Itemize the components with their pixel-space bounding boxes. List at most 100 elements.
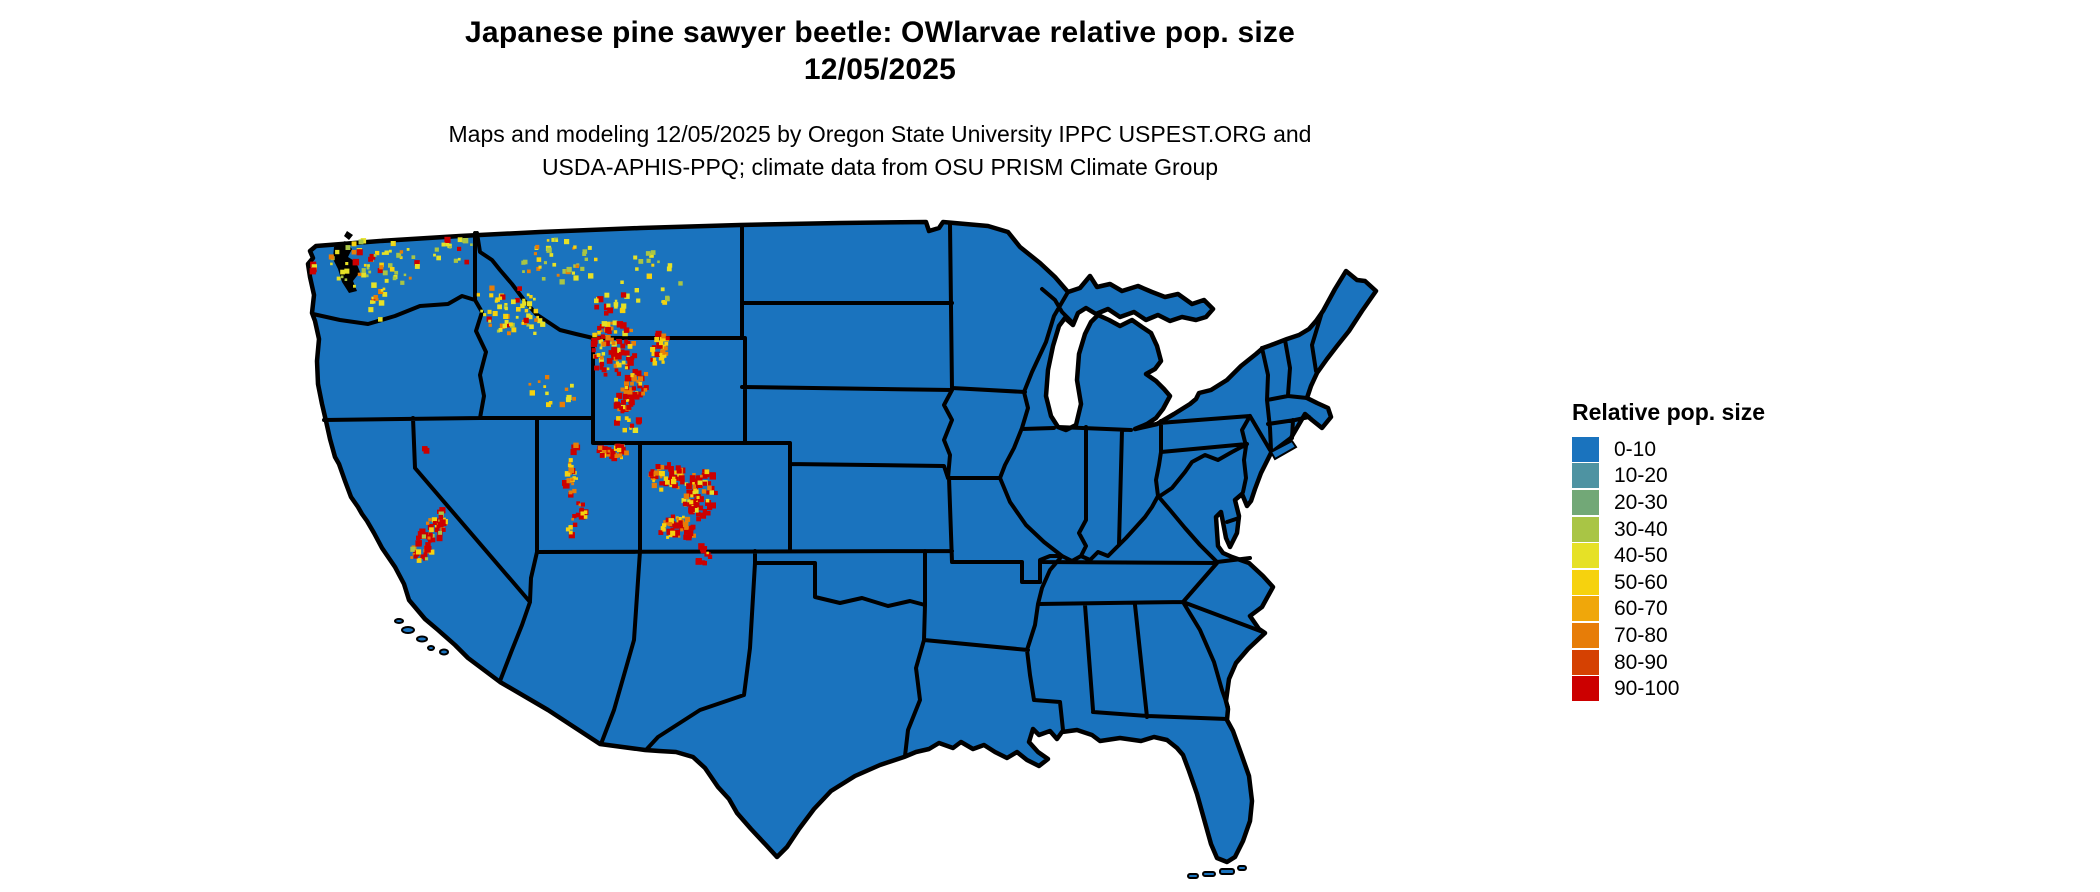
hotspot-dot [529, 390, 535, 396]
hotspot-dot [568, 458, 573, 463]
hotspot-dot [470, 243, 473, 246]
hotspot-dot [646, 258, 651, 263]
hotspot-dot [623, 393, 630, 400]
hotspot-dot [674, 529, 680, 536]
hotspot-dot [616, 362, 622, 368]
hotspot-dot [616, 338, 622, 345]
hotspot-dot [495, 297, 500, 302]
hotspot-dot [615, 352, 622, 360]
map-title-date: 12/05/2025 [803, 53, 957, 86]
hotspot-dot [528, 306, 532, 310]
hotspot-dot [379, 262, 384, 268]
hotspot-dot [656, 342, 663, 349]
hotspot-dot [619, 446, 626, 454]
hotspot-dot [636, 379, 640, 384]
hotspot-dot [682, 515, 685, 519]
hotspot-dot [600, 329, 603, 333]
legend-item: 90-100 [1572, 675, 1872, 702]
hotspot-dot [659, 487, 664, 492]
hotspot-dot [457, 257, 461, 261]
hotspot-dot [421, 534, 426, 539]
hotspot-dot [426, 521, 430, 525]
hotspot-dot [413, 554, 418, 559]
hotspot-dot [684, 525, 689, 530]
hotspot-dot [620, 456, 623, 460]
hotspot-dot [629, 387, 634, 392]
hotspot-dot [399, 250, 404, 254]
hotspot-dot [480, 309, 484, 313]
hotspot-dot [687, 530, 694, 536]
hotspot-dot [462, 238, 469, 244]
hotspot-dot [665, 480, 670, 485]
hotspot-dot [696, 511, 701, 517]
hotspot-dot [541, 277, 546, 281]
hotspot-dot [701, 472, 708, 479]
hotspot-dot [457, 246, 462, 251]
hotspot-dot [666, 528, 673, 535]
hotspot-dot [632, 376, 637, 382]
hotspot-dot [614, 419, 620, 426]
hotspot-dot [685, 516, 691, 522]
hotspot-dot [709, 472, 716, 479]
hotspot-dot [629, 423, 635, 428]
hotspot-dot [361, 268, 366, 273]
hotspot-dot [559, 279, 565, 285]
hotspot-dot [632, 353, 638, 359]
hotspot-dot [580, 511, 585, 516]
hotspot-dot [650, 469, 655, 474]
hotspot-dot [345, 262, 349, 266]
hotspot-dot [605, 321, 611, 327]
hotspot-dot [575, 512, 581, 518]
hotspot-dot [570, 448, 577, 456]
hotspot-dot [486, 316, 492, 322]
hotspot-dot [624, 416, 629, 421]
hotspot-dot [591, 348, 596, 353]
hotspot-dot [631, 341, 636, 346]
hotspot-dot [635, 267, 639, 271]
hotspot-dot [439, 519, 446, 526]
hotspot-dot [604, 292, 610, 298]
hotspot-dot [610, 337, 614, 342]
hotspot-dot [621, 405, 626, 410]
hotspot-dot [384, 250, 389, 255]
hotspot-dot [627, 418, 631, 422]
hotspot-dot [328, 254, 334, 260]
hotspot-dot [432, 521, 437, 525]
hotspot-dot [336, 276, 341, 281]
hotspot-dot [488, 323, 492, 327]
hotspot-dot [335, 249, 340, 255]
hotspot-dot [578, 512, 586, 520]
hotspot-dot [629, 427, 632, 430]
hotspot-dot [566, 394, 572, 400]
hotspot-dot [604, 340, 610, 347]
hotspot-dot [614, 397, 618, 402]
hotspot-dot [690, 499, 697, 505]
hotspot-dot [453, 258, 458, 263]
hotspot-dot [615, 443, 621, 449]
hotspot-dot [680, 528, 684, 532]
hotspot-dot [616, 347, 621, 352]
hotspot-dot [604, 311, 609, 316]
hotspot-dot [627, 344, 633, 349]
hotspot-dot [511, 299, 516, 305]
hotspot-dot [433, 253, 436, 257]
hotspot-dot [650, 357, 655, 362]
hotspot-dot [599, 361, 605, 367]
hotspot-dot [515, 315, 519, 319]
hotspot-dot [611, 347, 618, 354]
hotspot-dot [630, 373, 635, 378]
hotspot-dot [429, 527, 434, 532]
hotspot-dot [363, 263, 367, 267]
hotspot-dot [400, 280, 405, 285]
hotspot-dot [528, 382, 532, 386]
hotspot-dot [492, 311, 498, 317]
hotspot-dot [613, 363, 618, 368]
hotspot-dot [543, 385, 547, 388]
hotspot-dot [607, 449, 611, 453]
hotspot-dot [686, 489, 693, 496]
hotspot-dot [545, 375, 550, 380]
hotspot-dot [515, 297, 520, 303]
hotspot-dot [538, 265, 542, 269]
subtitle-line-1: Maps and modeling 12/05/2025 by Oregon S… [448, 121, 1312, 147]
